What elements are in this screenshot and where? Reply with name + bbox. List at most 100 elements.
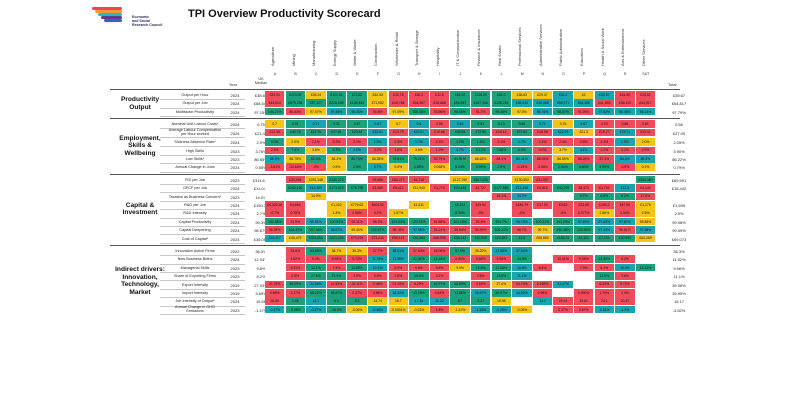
total-value: 99.59% bbox=[672, 228, 686, 234]
sector-value-cell: 97.44% bbox=[594, 226, 614, 234]
sector-value-cell: 27.8% bbox=[306, 272, 326, 280]
sector-value-cell: £2,421 bbox=[574, 234, 594, 243]
sector-value-cell: 96.43% bbox=[347, 107, 367, 116]
indicator-label: Export Intensity bbox=[181, 282, 209, 287]
sector-value-cell: £126.29 bbox=[471, 91, 491, 99]
uk-median-value: 86.55% bbox=[254, 157, 268, 162]
sector-value-cell: 0.75 bbox=[553, 120, 573, 128]
sector-value-cell: 98.57% bbox=[553, 107, 573, 116]
indicator-label: Average Labour Compensation per Hour work… bbox=[168, 127, 222, 136]
sector-value-cell bbox=[635, 247, 656, 255]
scorecard-row: Low Skills* 2023 86.55% 85.9% 86.75% 82.3% 86.… bbox=[160, 155, 690, 165]
sector-value-cell: -0% bbox=[471, 209, 491, 217]
group-title: Capital & Investment bbox=[122, 201, 158, 217]
sector-value-cell: £94,957 bbox=[450, 99, 470, 107]
sector-value-cell: 101.29% bbox=[553, 217, 573, 226]
sector-value-cell: 38.01% bbox=[388, 247, 408, 255]
sector-value-cell: 15.4% bbox=[409, 272, 429, 280]
sector-value-cell: 55.22% bbox=[306, 289, 326, 297]
row-underline bbox=[160, 99, 245, 101]
indicator-year: 2023 bbox=[230, 274, 240, 280]
sector-value-cell: -0% bbox=[306, 163, 326, 171]
sector-value-cell bbox=[265, 272, 285, 280]
sector-name: IT & Communication bbox=[455, 29, 461, 66]
sector-value-cell: £221,005 bbox=[326, 234, 347, 243]
sector-value-cell: £37.81 bbox=[326, 128, 347, 137]
uk-median-value: 99.3% bbox=[255, 219, 267, 225]
sector-value-cell: 0.7% bbox=[368, 163, 388, 171]
total-value: 2.05% bbox=[673, 140, 685, 146]
sector-value-cell bbox=[265, 175, 285, 184]
sector-value-cell: 0.71 bbox=[306, 120, 326, 128]
uk-median-value: £36,057 bbox=[253, 236, 269, 242]
sector-value-cell: 65.87% bbox=[326, 289, 347, 297]
scorecard-row: Innovation Active Firms 2022 36.3% 34.5% 53.… bbox=[160, 247, 690, 257]
sector-value-cell: 9.73% bbox=[347, 255, 367, 263]
sector-value-cell: 91.7% bbox=[471, 107, 491, 116]
sector-value-cell: 104.42% bbox=[285, 226, 305, 234]
sector-value-cell: 107.06% bbox=[306, 226, 326, 234]
sector-value-cell: 0.56% bbox=[347, 209, 367, 217]
sector-column-header: Energy Supply D bbox=[327, 36, 347, 76]
sector-value-cell: -1.47% bbox=[450, 305, 470, 314]
indicator-year: 2024 bbox=[230, 236, 240, 242]
sector-value-cell: £78,799 bbox=[347, 184, 367, 192]
uk-median-value: £21.46 bbox=[254, 130, 268, 136]
indicator-label: Output per Job bbox=[182, 101, 208, 106]
uk-median-value: 3.76% bbox=[255, 148, 267, 154]
sector-value-cell: £5,412 bbox=[388, 184, 408, 192]
sector-value-cell: £48.75 bbox=[285, 128, 305, 137]
sector-value-cell: -0.7% bbox=[265, 209, 285, 217]
sector-value-cell: 85.9% bbox=[265, 155, 285, 163]
sector-value-cell: 96.19% bbox=[512, 217, 532, 226]
sector-value-cell: £87,127 bbox=[306, 99, 326, 107]
sector-value-cell: 91.9% bbox=[285, 217, 305, 226]
sector-column-header: IT & Communication J bbox=[450, 30, 470, 76]
sector-value-cell: £180.79 bbox=[512, 201, 532, 209]
sector-value-cell: 2.5% bbox=[265, 146, 285, 155]
sector-value-cell: 8.6% bbox=[532, 263, 553, 272]
indicator-label: R&D Intensity bbox=[183, 211, 207, 216]
indicator-label: Innovation Active Firms bbox=[175, 249, 215, 253]
sector-value-cell: 9.2% bbox=[615, 255, 635, 263]
sector-value-cell: £24,448 bbox=[450, 184, 470, 192]
sector-value-cell: 4.62% bbox=[285, 255, 305, 263]
sector-value-cell: 14.12% bbox=[635, 263, 656, 272]
sector-value-cell bbox=[532, 209, 553, 217]
indicator-label: FDI per Job bbox=[185, 177, 205, 182]
total-column-header: Total bbox=[668, 82, 677, 87]
sector-value-cell: 3.86% bbox=[368, 289, 388, 297]
sector-value-cell: 78.61% bbox=[388, 155, 408, 163]
sector-value-cell: £4,727 bbox=[471, 184, 491, 192]
indicator-year: 2019 bbox=[230, 291, 240, 296]
indicator-year: 2024 bbox=[230, 165, 240, 171]
sector-value-cell: 21.15% bbox=[388, 280, 408, 289]
sector-value-cell: £62.0 bbox=[491, 91, 511, 99]
sector-letter: H bbox=[417, 72, 421, 76]
sector-value-cell bbox=[574, 247, 594, 255]
sector-value-cell: £300,380 bbox=[635, 175, 656, 184]
sector-value-cell: 6.31% bbox=[285, 263, 305, 272]
sector-value-cell bbox=[553, 263, 573, 272]
sector-value-cell: £26.3 bbox=[409, 91, 429, 99]
logo-stripe bbox=[92, 7, 122, 10]
sector-value-cell: 3.17% bbox=[285, 289, 305, 297]
sector-value-cell: £49,768 bbox=[388, 99, 408, 107]
total-value: 36.3% bbox=[673, 249, 685, 254]
row-underline bbox=[160, 234, 245, 236]
sector-value-cell: £228,249 bbox=[326, 99, 347, 107]
sector-value-cell: 2.3% bbox=[429, 138, 450, 146]
sector-value-cell: £19.79 bbox=[388, 128, 408, 137]
sector-value-cell: £41,563 bbox=[594, 99, 614, 107]
sector-letter: G bbox=[397, 72, 400, 76]
row-underline bbox=[160, 280, 245, 282]
sector-column-header: Education P bbox=[574, 36, 594, 76]
sector-value-cell: £4,326.16 bbox=[265, 201, 285, 209]
sector-value-cell bbox=[532, 192, 553, 201]
sector-value-cell: 99.7% bbox=[532, 226, 553, 234]
sector-value-cell: £28.52 bbox=[635, 91, 656, 99]
sector-value-cell: 84.41% bbox=[512, 155, 532, 163]
sector-value-cell: 86.3% bbox=[326, 155, 347, 163]
sector-value-cell: £38.63 bbox=[512, 91, 532, 99]
sector-value-cell: 8.12% bbox=[471, 146, 491, 155]
